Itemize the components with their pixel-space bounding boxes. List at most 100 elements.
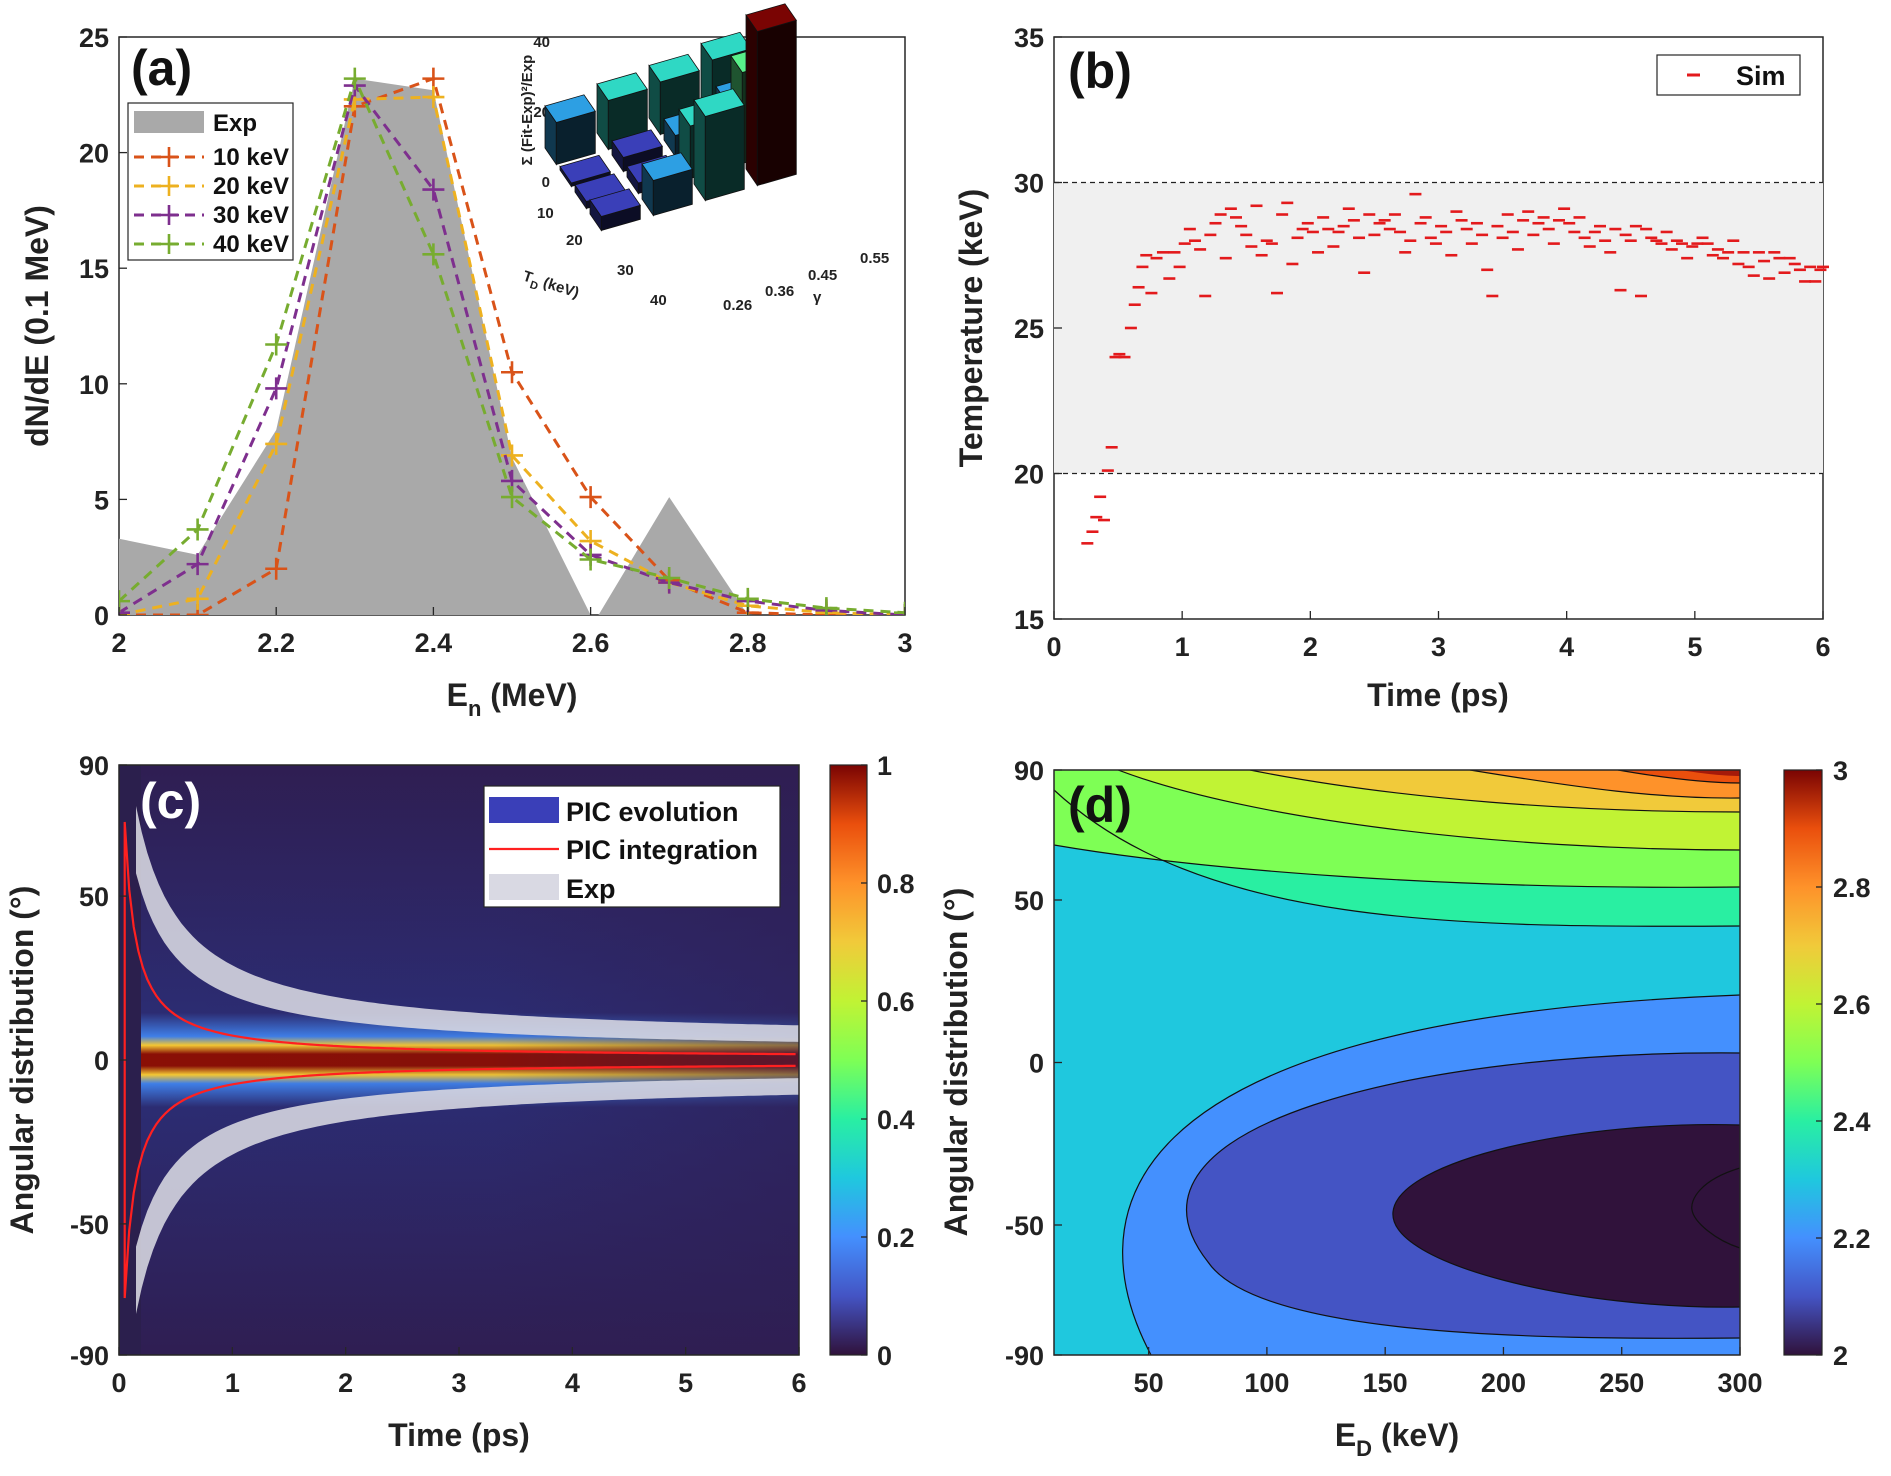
y-tick-label: 90 [79, 751, 109, 781]
legend-swatch-exp [489, 874, 559, 900]
y-tick-label: -50 [70, 1210, 109, 1240]
inset-xtick: 30 [617, 262, 634, 279]
inset-bar-top [559, 154, 611, 184]
x-tick-label: 1 [225, 1368, 240, 1398]
inset-ytick: 0.26 [723, 297, 752, 314]
colorbar-tick-label: 0.2 [877, 1223, 915, 1253]
inset-bar-top [544, 94, 596, 123]
x-tick-label: 5 [678, 1368, 693, 1398]
y-tick-label: 30 [1014, 169, 1044, 199]
legend-label: 10 keV [213, 144, 289, 171]
data-point [265, 557, 288, 580]
panel-b-legend: Sim [1656, 54, 1801, 96]
y-tick-label: -90 [1005, 1341, 1044, 1371]
legend-label: 30 keV [213, 202, 289, 229]
y-tick-label: 0 [94, 601, 109, 631]
legend-label-pic-evolution: PIC evolution [566, 797, 739, 827]
panel-c: 0 1 2 3 4 5 6 90 50 0 -50 -90 (c) Angular distribut… [4, 751, 915, 1453]
panel-d-ylabel: Angular distribution (°) [938, 888, 974, 1237]
legend-marker [159, 205, 179, 225]
colorbar-tick-label: 0.6 [877, 987, 915, 1017]
x-tick-label: 2 [1303, 632, 1318, 662]
x-tick-label: 3 [451, 1368, 466, 1398]
inset-ztick: 40 [533, 34, 550, 51]
y-tick-label: 10 [79, 370, 109, 400]
data-point [579, 486, 602, 509]
legend-marker [159, 147, 179, 167]
colorbar-tick-label: 2 [1833, 1341, 1848, 1371]
x-tick-label: 0 [1046, 632, 1061, 662]
panel-d: 50 100 150 200 250 300 90 50 0 -50 -90 (d) Angular… [938, 756, 1871, 1461]
x-tick-label: 0 [111, 1368, 126, 1398]
data-point [579, 548, 602, 571]
inset-ytick: 0.55 [860, 250, 889, 267]
x-tick-label: 1 [1175, 632, 1190, 662]
panel-c-colorbar [829, 764, 868, 1356]
inset-bar [589, 188, 641, 232]
data-point [186, 518, 209, 541]
data-point [186, 587, 209, 610]
x-tick-label: 4 [1559, 632, 1574, 662]
x-tick-label: 250 [1599, 1368, 1644, 1398]
data-point [343, 67, 366, 90]
panel-b-label: (b) [1068, 43, 1132, 99]
y-tick-label: 20 [79, 139, 109, 169]
data-point [422, 67, 445, 90]
inset-bar-front [756, 19, 797, 187]
y-tick-label: 35 [1014, 23, 1044, 53]
panel-c-legend: PIC evolution PIC integration Exp [483, 785, 781, 908]
inset-bar-top [611, 129, 663, 158]
data-point [658, 567, 681, 590]
legend-marker [159, 176, 179, 196]
x-tick-label: 300 [1717, 1368, 1762, 1398]
inset-xtick: 10 [537, 205, 554, 222]
y-tick-label: -90 [70, 1341, 109, 1371]
inset-bar-top [589, 188, 641, 217]
y-tick-label: 25 [79, 23, 109, 53]
panel-a-ylabel: dN/dE (0.1 MeV) [19, 205, 55, 447]
legend-label-exp: Exp [566, 874, 616, 904]
inset-bar [745, 3, 797, 187]
x-tick-label: 2.2 [257, 628, 295, 658]
contour-region-3.0 [1680, 770, 1740, 776]
inset-ytick: 0.36 [765, 283, 794, 300]
y-tick-label: -50 [1005, 1211, 1044, 1241]
colorbar-tick-label: 0 [877, 1341, 892, 1371]
inset-bar-side [745, 13, 758, 187]
panel-a-inset-bar3d: Σ (Fit-Exp)²/Exp 40 20 0 10 20 30 40 TD … [519, 3, 889, 314]
inset-xtick: 40 [650, 292, 667, 309]
colorbar-tick-label: 2.8 [1833, 873, 1871, 903]
data-point [422, 86, 445, 109]
series-40-kev [119, 67, 905, 615]
x-tick-label: 2.6 [572, 628, 610, 658]
contour-region-2.0 [1392, 1124, 1740, 1308]
panel-a-xlabel: En (MeV) [447, 677, 578, 721]
inset-bar [559, 154, 611, 188]
legend-marker [159, 234, 179, 254]
colorbar-tick-label: 0.4 [877, 1105, 915, 1135]
legend-swatch-pic-evolution [489, 797, 559, 823]
panel-c-xlabel: Time (ps) [388, 1417, 530, 1453]
inset-bar-top [693, 88, 745, 117]
data-point [265, 432, 288, 455]
y-tick-label: 5 [94, 485, 109, 515]
y-tick-label: 50 [79, 882, 109, 912]
inset-bar [596, 72, 648, 151]
x-tick-label: 2 [111, 628, 126, 658]
x-tick-label: 150 [1363, 1368, 1408, 1398]
legend-label-sim: Sim [1736, 61, 1786, 91]
x-tick-label: 6 [1815, 632, 1830, 662]
x-tick-label: 4 [565, 1368, 580, 1398]
inset-xtick: 20 [566, 232, 583, 249]
y-tick-label: 15 [1014, 605, 1044, 635]
panel-b-ylabel: Temperature (keV) [953, 189, 989, 468]
colorbar-tick-label: 2.2 [1833, 1224, 1871, 1254]
x-tick-label: 2 [338, 1368, 353, 1398]
data-point [119, 601, 130, 615]
data-point [736, 587, 759, 610]
colorbar-tick-label: 3 [1833, 756, 1848, 786]
legend-label: 40 keV [213, 231, 289, 258]
y-tick-label: 0 [94, 1046, 109, 1076]
colorbar-tick-label: 0.8 [877, 869, 915, 899]
